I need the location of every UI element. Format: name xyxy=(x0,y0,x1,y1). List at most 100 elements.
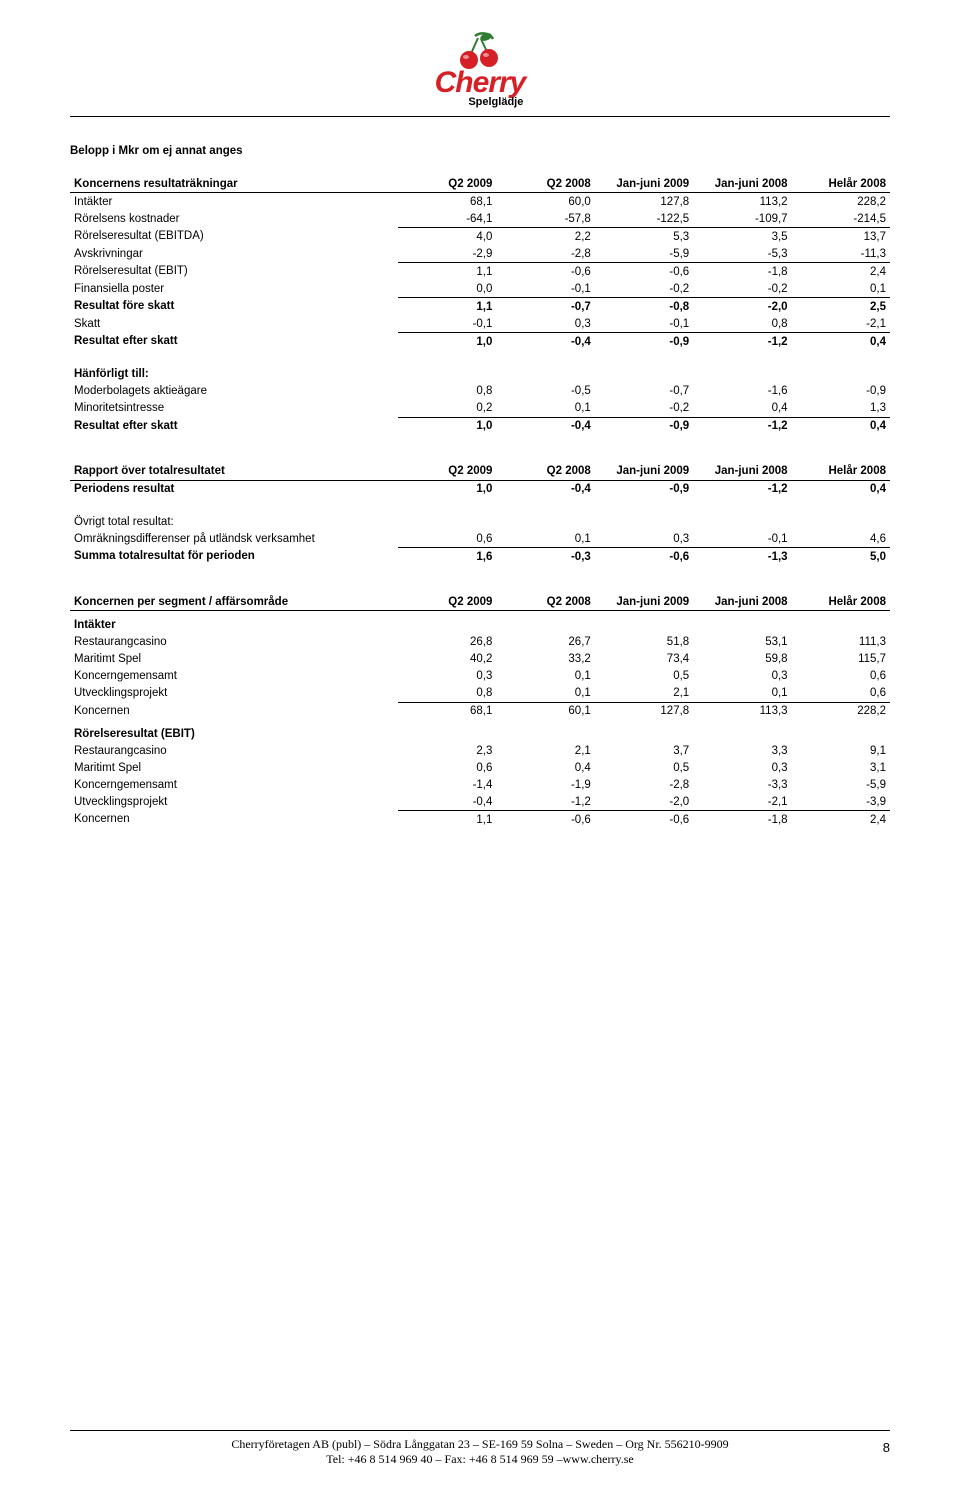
cell-value: -5,9 xyxy=(792,776,890,793)
row-label: Periodens resultat xyxy=(70,480,398,498)
cell-value: -2,8 xyxy=(595,776,693,793)
column-header: Q2 2009 xyxy=(398,175,496,193)
cell-value: 2,4 xyxy=(792,263,890,281)
table-row: Hänförligt till: xyxy=(70,360,890,383)
table-row: Finansiella poster0,0-0,1-0,2-0,20,1 xyxy=(70,280,890,298)
row-label: Finansiella poster xyxy=(70,280,398,298)
income-statement-table: Koncernens resultaträkningarQ2 2009Q2 20… xyxy=(70,175,890,435)
cell-value: 0,4 xyxy=(792,417,890,435)
row-label: Utvecklingsprojekt xyxy=(70,685,398,703)
table-row: Intäkter xyxy=(70,611,890,634)
cell-value: 0,0 xyxy=(398,280,496,298)
section-label: Rörelseresultat (EBIT) xyxy=(70,720,890,743)
cell-value: 1,6 xyxy=(398,548,496,566)
cell-value: -2,0 xyxy=(693,298,791,316)
cell-value: 13,7 xyxy=(792,228,890,246)
cell-value: -0,3 xyxy=(496,548,594,566)
row-label: Moderbolagets aktieägare xyxy=(70,383,398,400)
table-header-row: Rapport över totalresultatetQ2 2009Q2 20… xyxy=(70,463,890,481)
cell-value: -1,2 xyxy=(496,793,594,811)
cell-value: -1,3 xyxy=(693,548,791,566)
cell-value: 0,3 xyxy=(398,668,496,685)
cell-value: -64,1 xyxy=(398,210,496,228)
cell-value: 3,5 xyxy=(693,228,791,246)
cell-value: 68,1 xyxy=(398,702,496,720)
cell-value: 2,3 xyxy=(398,742,496,759)
cell-value: -0,2 xyxy=(693,280,791,298)
table-row: Rörelseresultat (EBITDA)4,02,25,33,513,7 xyxy=(70,228,890,246)
header-rule xyxy=(70,116,890,117)
row-label: Maritimt Spel xyxy=(70,759,398,776)
cell-value: -0,6 xyxy=(595,811,693,829)
table-row: Koncernen68,160,1127,8113,3228,2 xyxy=(70,702,890,720)
table-row: Koncernen1,1-0,6-0,6-1,82,4 xyxy=(70,811,890,829)
cell-value: -0,6 xyxy=(595,548,693,566)
cell-value: 0,3 xyxy=(693,759,791,776)
cell-value: -11,3 xyxy=(792,245,890,263)
cell-value: 0,4 xyxy=(496,759,594,776)
table-row: Resultat före skatt1,1-0,7-0,8-2,02,5 xyxy=(70,298,890,316)
table-row: Restaurangcasino2,32,13,73,39,1 xyxy=(70,742,890,759)
column-header: Jan-juni 2009 xyxy=(595,463,693,481)
cell-value: 40,2 xyxy=(398,651,496,668)
logo-block: Cherry Spelglädje xyxy=(70,30,890,110)
cell-value: 111,3 xyxy=(792,634,890,651)
cell-value: 0,5 xyxy=(595,668,693,685)
section-label: Intäkter xyxy=(70,611,890,634)
cell-value: 26,7 xyxy=(496,634,594,651)
cell-value: 4,6 xyxy=(792,530,890,548)
table-row: Resultat efter skatt1,0-0,4-0,9-1,20,4 xyxy=(70,333,890,351)
cell-value: 228,2 xyxy=(792,702,890,720)
amounts-note: Belopp i Mkr om ej annat anges xyxy=(70,145,890,157)
table-row: Utvecklingsprojekt-0,4-1,2-2,0-2,1-3,9 xyxy=(70,793,890,811)
table-row: Minoritetsintresse0,20,1-0,20,41,3 xyxy=(70,400,890,418)
row-label: Koncerngemensamt xyxy=(70,776,398,793)
cell-value: 0,1 xyxy=(693,685,791,703)
table-row: Utvecklingsprojekt0,80,12,10,10,6 xyxy=(70,685,890,703)
table-row: Avskrivningar-2,9-2,8-5,9-5,3-11,3 xyxy=(70,245,890,263)
cell-value: -1,2 xyxy=(693,480,791,498)
cell-value: 0,6 xyxy=(398,530,496,548)
cell-value: 1,0 xyxy=(398,417,496,435)
cell-value: -0,7 xyxy=(595,383,693,400)
table-row: Övrigt total resultat: xyxy=(70,508,890,531)
cell-value: 5,0 xyxy=(792,548,890,566)
cell-value: 4,0 xyxy=(398,228,496,246)
column-header: Q2 2008 xyxy=(496,175,594,193)
column-header: Helår 2008 xyxy=(792,593,890,611)
column-header: Helår 2008 xyxy=(792,463,890,481)
cell-value: -1,8 xyxy=(693,811,791,829)
table-row: Rörelseresultat (EBIT)1,1-0,6-0,6-1,82,4 xyxy=(70,263,890,281)
cell-value: -57,8 xyxy=(496,210,594,228)
cell-value: -2,8 xyxy=(496,245,594,263)
row-label: Koncernen xyxy=(70,702,398,720)
cell-value: 1,0 xyxy=(398,333,496,351)
cell-value: 0,5 xyxy=(595,759,693,776)
cell-value: 60,1 xyxy=(496,702,594,720)
column-header: Q2 2008 xyxy=(496,593,594,611)
cell-value: 53,1 xyxy=(693,634,791,651)
cell-value: 60,0 xyxy=(496,193,594,211)
cell-value: 1,0 xyxy=(398,480,496,498)
cell-value: 0,6 xyxy=(792,685,890,703)
row-label: Koncernen xyxy=(70,811,398,829)
cell-value: 0,4 xyxy=(792,480,890,498)
cell-value: -1,4 xyxy=(398,776,496,793)
cell-value: 0,2 xyxy=(398,400,496,418)
row-label: Resultat efter skatt xyxy=(70,417,398,435)
cell-value: -0,4 xyxy=(496,480,594,498)
cell-value: -0,1 xyxy=(398,315,496,333)
total-result-table: Rapport över totalresultatetQ2 2009Q2 20… xyxy=(70,463,890,566)
cell-value: -1,2 xyxy=(693,417,791,435)
cell-value: 3,1 xyxy=(792,759,890,776)
page: Cherry Spelglädje Belopp i Mkr om ej ann… xyxy=(0,0,960,1491)
cell-value: 0,6 xyxy=(792,668,890,685)
column-header: Q2 2009 xyxy=(398,593,496,611)
cell-value: -2,0 xyxy=(595,793,693,811)
footer-rule xyxy=(70,1430,890,1431)
table-row: Rörelseresultat (EBIT) xyxy=(70,720,890,743)
cell-value: -0,9 xyxy=(792,383,890,400)
cell-value: -0,4 xyxy=(496,417,594,435)
column-header: Q2 2009 xyxy=(398,463,496,481)
row-label: Summa totalresultat för perioden xyxy=(70,548,398,566)
